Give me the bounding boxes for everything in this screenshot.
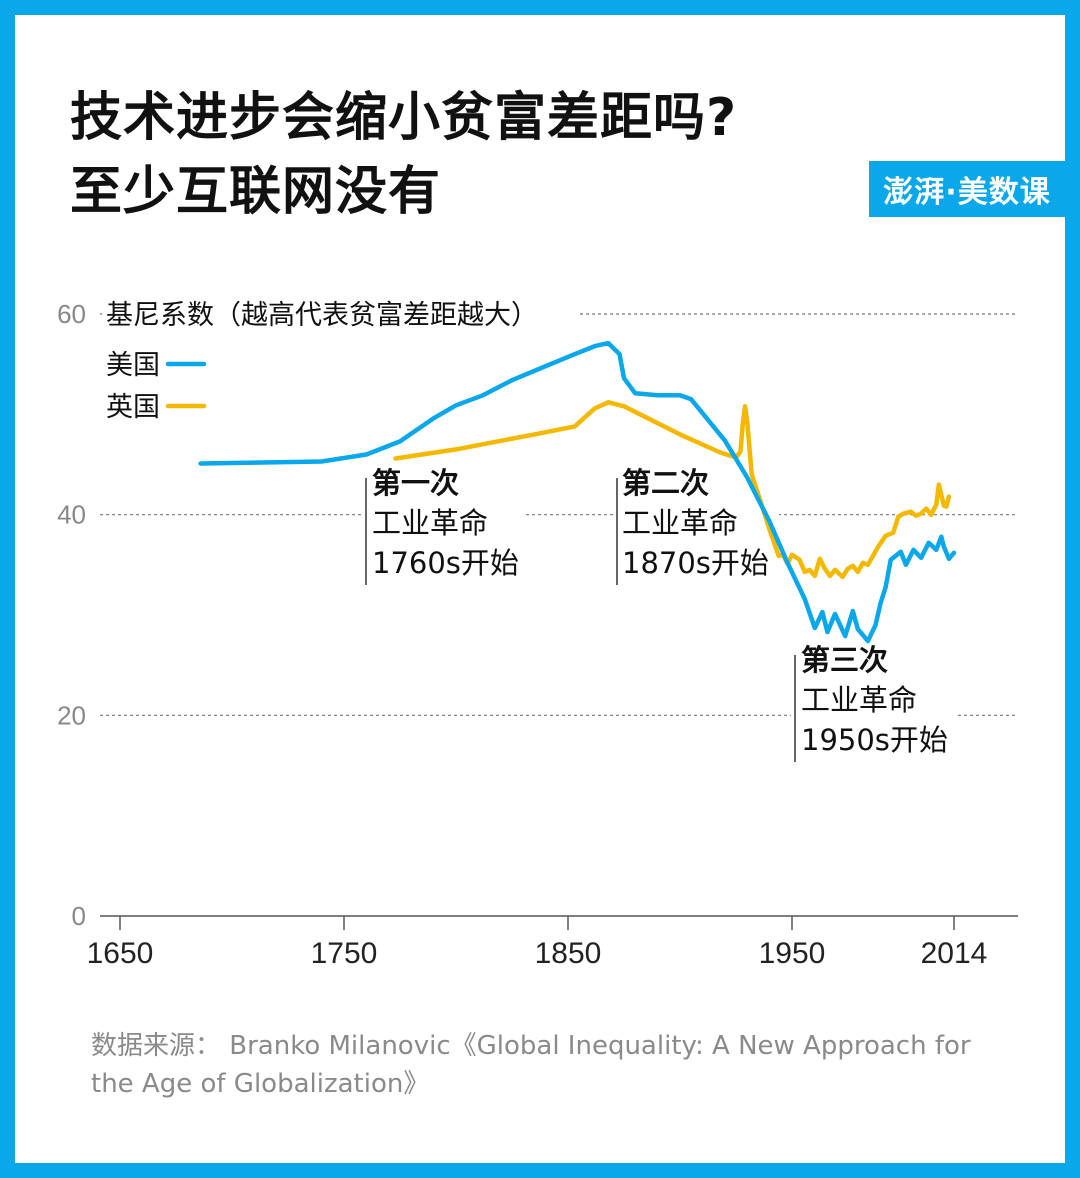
y-tick-label: 20 <box>57 700 86 730</box>
annotation-text: 1950s开始 <box>801 723 948 757</box>
source-note: 数据来源： Branko Milanovic《Global Inequality… <box>91 1031 971 1099</box>
y-tick-label: 40 <box>57 500 86 530</box>
annotation-backdrop <box>791 651 957 773</box>
annotation-text: 第一次 <box>372 466 459 500</box>
annotation-text: 1870s开始 <box>622 546 769 580</box>
y-tick-label: 0 <box>72 901 86 931</box>
chart-card: 技术进步会缩小贫富差距吗? 至少互联网没有 澎湃·美数课 数据来源： Brank… <box>15 15 1065 1163</box>
legend-label: 美国 <box>106 350 160 381</box>
y-tick-label: 60 <box>57 299 86 329</box>
annotation-text: 工业革命 <box>372 506 488 540</box>
annotation-backdrop <box>362 474 526 596</box>
legend-label: 英国 <box>106 392 160 423</box>
y-axis-label: 基尼系数（越高代表贫富差距越大） <box>106 300 538 331</box>
x-tick-label: 1650 <box>87 937 154 970</box>
annotation-text: 工业革命 <box>622 506 738 540</box>
brand-logo: 澎湃·美数课 <box>869 161 1065 217</box>
title-line-2: 至少互联网没有 <box>70 162 442 222</box>
annotation-text: 工业革命 <box>801 683 917 717</box>
x-tick-label: 1850 <box>535 937 602 970</box>
series-line-uk <box>393 400 952 580</box>
annotation-text: 第二次 <box>622 466 709 500</box>
ylabel-backdrop <box>102 296 578 332</box>
x-tick-label: 2014 <box>921 937 988 970</box>
chart-title: 技术进步会缩小贫富差距吗? 至少互联网没有 <box>70 81 737 229</box>
title-line-1: 技术进步会缩小贫富差距吗? <box>70 88 738 148</box>
annotation-backdrop <box>613 474 779 596</box>
series-line-us <box>198 340 957 644</box>
x-tick-label: 1750 <box>311 937 378 970</box>
annotation-text: 第三次 <box>801 643 888 677</box>
x-tick-label: 1950 <box>759 937 826 970</box>
annotation-text: 1760s开始 <box>372 546 519 580</box>
